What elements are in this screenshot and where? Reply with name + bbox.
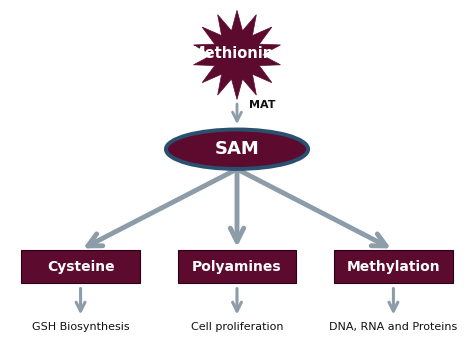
Text: GSH Biosynthesis: GSH Biosynthesis [32,321,129,332]
FancyBboxPatch shape [334,250,453,283]
Polygon shape [193,10,281,99]
Text: Cell proliferation: Cell proliferation [191,321,283,332]
Text: Methionine: Methionine [191,46,283,61]
Ellipse shape [166,130,308,169]
Text: Polyamines: Polyamines [192,260,282,274]
Text: SAM: SAM [215,140,259,158]
Text: Methylation: Methylation [346,260,440,274]
FancyBboxPatch shape [21,250,140,283]
Text: MAT: MAT [249,100,275,110]
Text: Cysteine: Cysteine [47,260,114,274]
FancyBboxPatch shape [178,250,296,283]
Text: DNA, RNA and Proteins: DNA, RNA and Proteins [329,321,457,332]
